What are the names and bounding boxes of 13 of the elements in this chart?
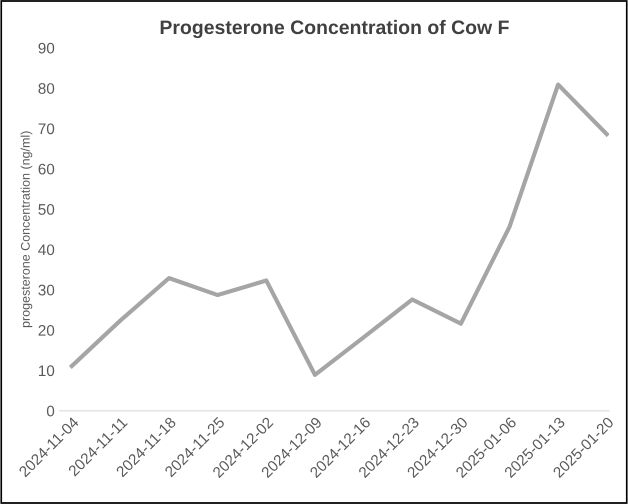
- y-tick-label: 10: [38, 365, 54, 376]
- y-tick-label: 40: [38, 244, 54, 256]
- chart-title: Progesterone Concentration of Cow F: [160, 20, 509, 38]
- y-tick-label: 80: [38, 83, 54, 94]
- y-tick-label: 30: [38, 284, 54, 296]
- line-series: [70, 82, 609, 377]
- y-tick-label: 90: [38, 42, 54, 54]
- y-tick-label: 0: [46, 406, 54, 416]
- y-axis-title: progesterone Concentration (ng/ml): [20, 131, 32, 328]
- y-tick-label: 70: [38, 123, 54, 134]
- y-tick-label: 60: [38, 164, 54, 175]
- y-tick-label: 50: [38, 204, 54, 215]
- y-tick-label: 20: [38, 324, 54, 336]
